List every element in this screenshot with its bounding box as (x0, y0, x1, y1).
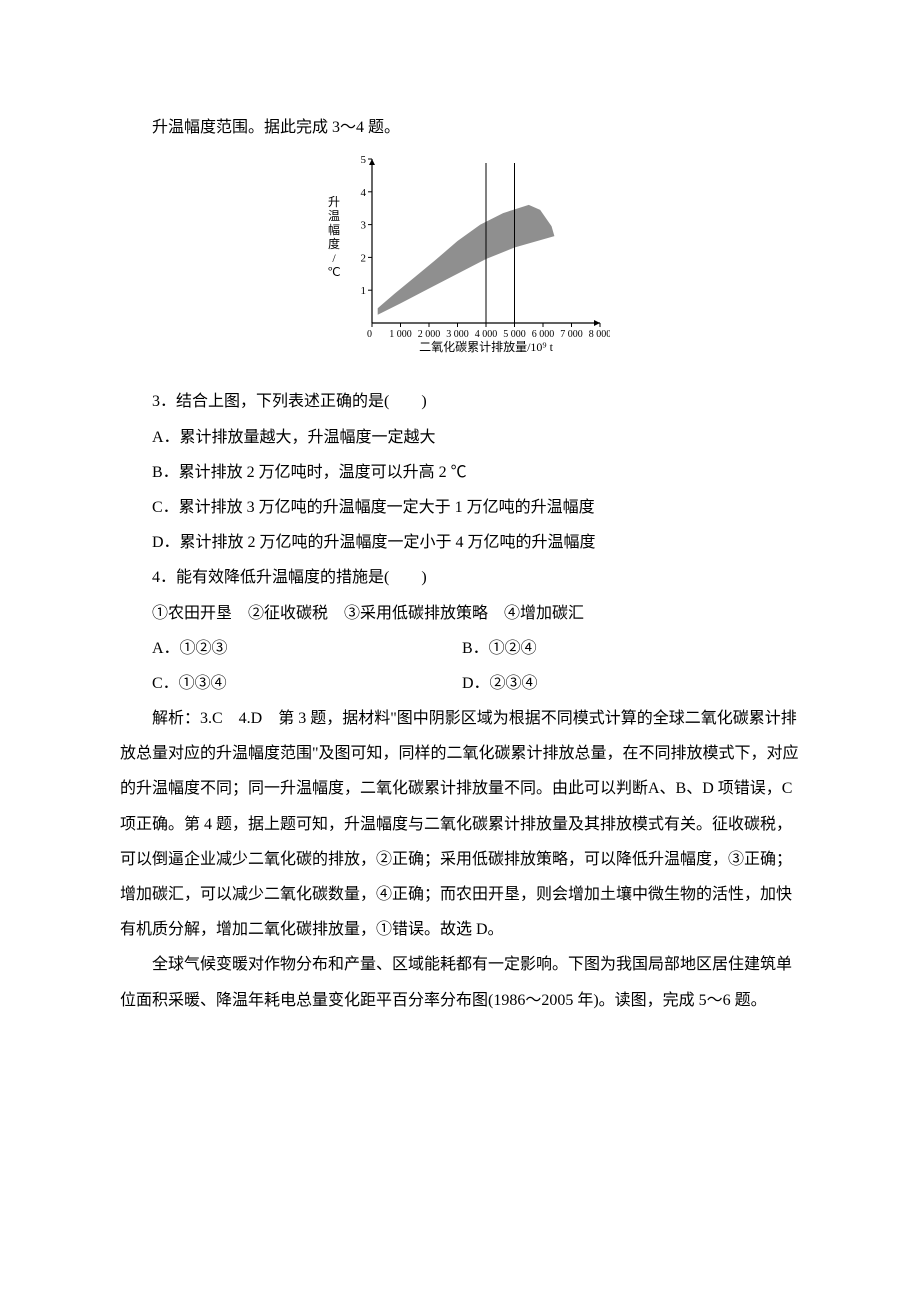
svg-text:升: 升 (328, 195, 340, 209)
svg-text:度: 度 (328, 236, 340, 251)
page-content: 升温幅度范围。据此完成 3～4 题。 1 2 3 4 5 0 1 000 2 000 3 000… (0, 0, 920, 1118)
svg-text:8 000: 8 000 (589, 329, 610, 340)
svg-text:0: 0 (367, 329, 372, 340)
svg-text:4: 4 (361, 187, 367, 199)
svg-text:℃: ℃ (327, 265, 340, 279)
q3-option-d: D．累计排放 2 万亿吨的升温幅度一定小于 4 万亿吨的升温幅度 (120, 525, 800, 560)
svg-text:2: 2 (361, 253, 367, 265)
svg-text:温: 温 (328, 209, 340, 223)
intro-line: 升温幅度范围。据此完成 3～4 题。 (120, 110, 800, 145)
svg-text:1 000: 1 000 (389, 329, 412, 340)
svg-text:幅: 幅 (328, 222, 340, 237)
svg-text:5: 5 (361, 154, 367, 166)
q4-option-c: C．①③④ (120, 666, 430, 701)
svg-text:3: 3 (361, 220, 367, 232)
svg-text:5 000: 5 000 (503, 329, 526, 340)
svg-text:4 000: 4 000 (475, 329, 498, 340)
q3-option-c: C．累计排放 3 万亿吨的升温幅度一定大于 1 万亿吨的升温幅度 (120, 490, 800, 525)
svg-text:6 000: 6 000 (532, 329, 555, 340)
passage-q56: 全球气候变暖对作物分布和产量、区域能耗都有一定影响。下图为我国局部地区居住建筑单… (120, 947, 800, 1017)
q3-option-b: B．累计排放 2 万亿吨时，温度可以升高 2 ℃ (120, 455, 800, 490)
q3-stem: 3．结合上图，下列表述正确的是( ) (120, 384, 800, 419)
q4-row-ab: A．①②③ B．①②④ (120, 631, 800, 666)
svg-text:2 000: 2 000 (418, 329, 441, 340)
svg-text:1: 1 (361, 285, 367, 297)
q4-option-d: D．②③④ (430, 666, 800, 701)
q4-option-a: A．①②③ (120, 631, 430, 666)
co2-warming-chart: 1 2 3 4 5 0 1 000 2 000 3 000 4 000 5 000 6 000 7 00… (310, 151, 610, 361)
chart-container: 1 2 3 4 5 0 1 000 2 000 3 000 4 000 5 000 6 000 7 00… (120, 151, 800, 374)
q4-stem: 4．能有效降低升温幅度的措施是( ) (120, 560, 800, 595)
q4-options-line: ①农田开垦 ②征收碳税 ③采用低碳排放策略 ④增加碳汇 (120, 596, 800, 631)
svg-text:3 000: 3 000 (446, 329, 469, 340)
q3-option-a: A．累计排放量越大，升温幅度一定越大 (120, 420, 800, 455)
explanation: 解析：3.C 4.D 第 3 题，据材料"图中阴影区域为根据不同模式计算的全球二… (120, 701, 800, 947)
svg-text:/: / (332, 251, 336, 265)
svg-text:二氧化碳累计排放量/10⁹ t: 二氧化碳累计排放量/10⁹ t (419, 339, 554, 354)
q4-row-cd: C．①③④ D．②③④ (120, 666, 800, 701)
svg-text:7 000: 7 000 (560, 329, 583, 340)
q4-option-b: B．①②④ (430, 631, 800, 666)
